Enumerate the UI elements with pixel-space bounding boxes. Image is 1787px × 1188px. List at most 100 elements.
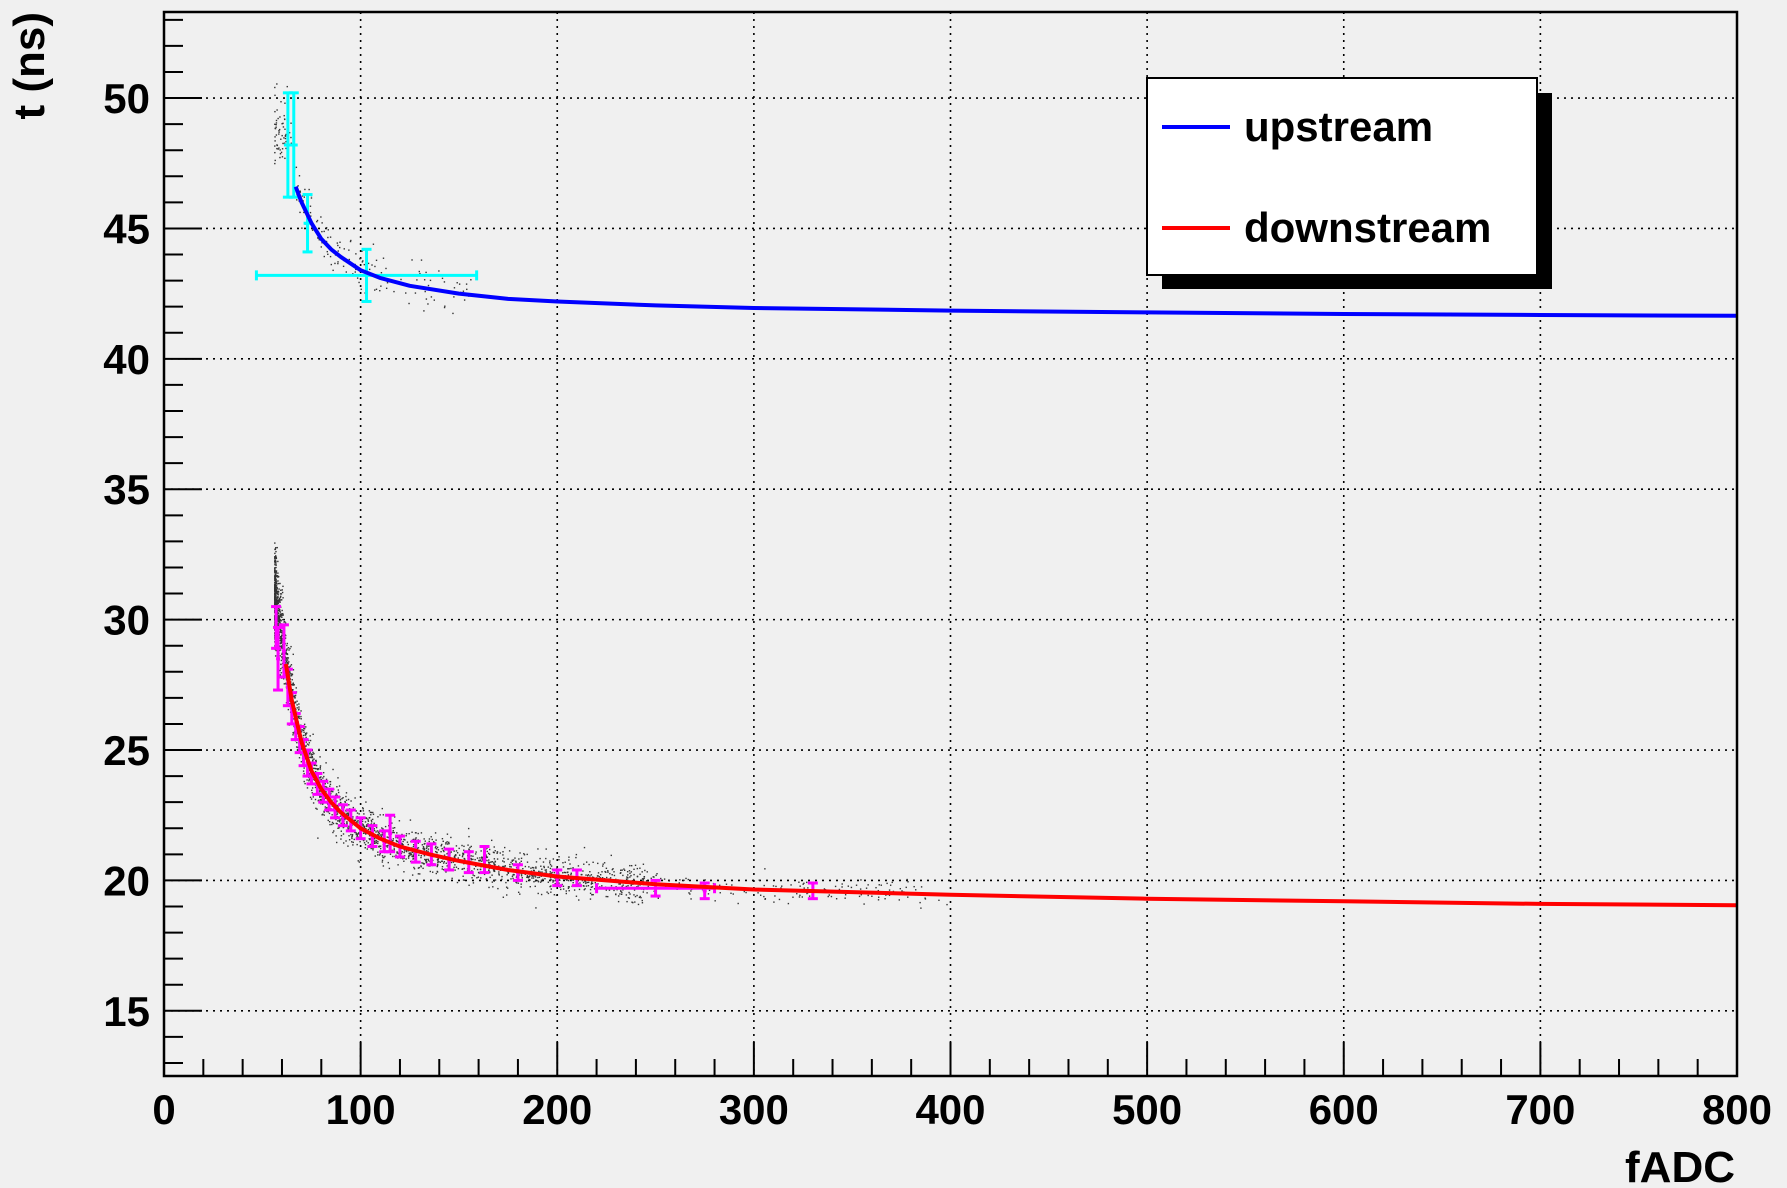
- scatter-point: [331, 814, 333, 816]
- scatter-point: [284, 118, 286, 121]
- scatter-point: [423, 838, 425, 840]
- scatter-point: [401, 833, 403, 836]
- scatter-point: [501, 878, 503, 881]
- scatter-point: [275, 578, 277, 580]
- scatter-point: [920, 907, 922, 909]
- scatter-point: [275, 547, 277, 549]
- scatter-point: [513, 874, 515, 876]
- x-axis-title: fADC: [1625, 1143, 1735, 1188]
- x-tick-label: 0: [152, 1086, 175, 1133]
- scatter-point: [357, 860, 359, 862]
- scatter-point: [841, 883, 843, 885]
- scatter-point: [277, 591, 280, 593]
- scatter-point: [757, 892, 759, 894]
- scatter-point: [303, 772, 305, 775]
- scatter-point: [344, 800, 346, 803]
- scatter-point: [361, 820, 364, 823]
- scatter-point: [402, 858, 404, 860]
- scatter-point: [274, 162, 276, 165]
- scatter-point: [369, 838, 371, 841]
- scatter-point: [441, 277, 444, 280]
- scatter-point: [378, 834, 380, 836]
- scatter-point: [546, 891, 548, 893]
- scatter-point: [314, 798, 317, 801]
- scatter-point: [414, 292, 417, 294]
- scatter-point: [642, 863, 645, 865]
- scatter-point: [436, 865, 439, 868]
- scatter-point: [396, 851, 398, 853]
- scatter-point: [389, 853, 392, 855]
- scatter-point: [290, 122, 292, 124]
- scatter-point: [284, 157, 286, 160]
- scatter-point: [609, 872, 611, 875]
- scatter-point: [630, 884, 632, 887]
- scatter-point: [379, 814, 381, 816]
- scatter-point: [503, 857, 505, 860]
- scatter-point: [275, 588, 277, 591]
- scatter-point: [280, 138, 282, 140]
- scatter-point: [356, 277, 359, 279]
- scatter-point: [294, 701, 297, 703]
- scatter-point: [575, 853, 578, 856]
- scatter-point: [345, 792, 348, 794]
- scatter-point: [351, 837, 353, 840]
- scatter-point: [493, 870, 496, 873]
- scatter-point: [290, 645, 292, 648]
- scatter-point: [277, 582, 280, 585]
- scatter-point: [281, 641, 283, 643]
- scatter-point: [489, 871, 491, 874]
- scatter-point: [285, 133, 287, 136]
- scatter-point: [411, 874, 414, 876]
- scatter-point: [310, 215, 312, 217]
- scatter-point: [613, 889, 615, 892]
- scatter-point: [527, 876, 529, 879]
- scatter-point: [392, 827, 394, 829]
- scatter-point: [455, 850, 458, 852]
- scatter-point: [315, 768, 317, 770]
- scatter-point: [493, 870, 495, 872]
- scatter-point: [625, 894, 628, 896]
- scatter-point: [324, 806, 327, 808]
- scatter-point: [397, 864, 399, 866]
- scatter-point: [621, 891, 623, 894]
- scatter-point: [332, 790, 334, 793]
- scatter-point: [308, 188, 310, 191]
- scatter-point: [329, 780, 331, 783]
- scatter-point: [737, 902, 739, 905]
- scatter-point: [274, 542, 276, 544]
- scatter-point: [356, 836, 358, 838]
- scatter-point: [395, 854, 397, 856]
- scatter-point: [403, 871, 405, 873]
- scatter-point: [470, 855, 472, 857]
- scatter-point: [354, 831, 356, 834]
- scatter-point: [367, 820, 370, 822]
- scatter-point: [364, 847, 367, 849]
- scatter-point: [291, 674, 293, 676]
- scatter-point: [386, 282, 389, 284]
- scatter-point: [370, 823, 373, 825]
- scatter-point: [366, 848, 369, 850]
- scatter-point: [426, 845, 428, 847]
- scatter-point: [483, 873, 486, 876]
- scatter-point: [393, 848, 395, 850]
- x-tick-label: 700: [1505, 1086, 1575, 1133]
- scatter-point: [474, 853, 477, 855]
- scatter-point: [336, 811, 339, 813]
- scatter-point: [280, 629, 282, 632]
- x-tick-label: 300: [719, 1086, 789, 1133]
- scatter-point: [503, 866, 505, 868]
- scatter-point: [299, 191, 302, 193]
- scatter-point: [590, 886, 593, 888]
- scatter-point: [567, 886, 570, 888]
- scatter-point: [641, 878, 644, 880]
- scatter-point: [354, 271, 356, 273]
- scatter-point: [320, 803, 322, 805]
- scatter-point: [276, 599, 278, 601]
- scatter-point: [281, 156, 284, 158]
- scatter-point: [466, 288, 468, 291]
- scatter-point: [886, 882, 888, 885]
- scatter-point: [511, 863, 514, 865]
- scatter-point: [397, 852, 400, 855]
- scatter-point: [367, 823, 369, 825]
